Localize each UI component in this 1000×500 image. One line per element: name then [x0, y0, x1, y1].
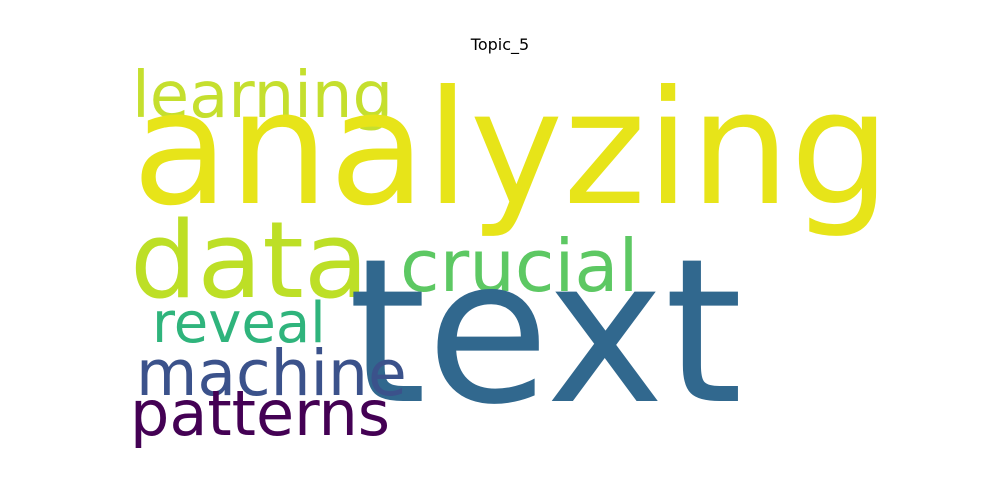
word-crucial: crucial — [400, 224, 639, 308]
word-patterns: patterns — [130, 377, 391, 450]
word-learning: learning — [132, 59, 394, 133]
word-machine: machine — [136, 337, 407, 410]
word-data: data — [130, 199, 369, 322]
word-text: text — [348, 216, 743, 449]
word-cloud: learning analyzing data crucial reveal t… — [130, 58, 890, 448]
word-analyzing: analyzing — [132, 57, 891, 241]
word-reveal: reveal — [152, 291, 326, 356]
plot-title: Topic_5 — [470, 35, 530, 54]
